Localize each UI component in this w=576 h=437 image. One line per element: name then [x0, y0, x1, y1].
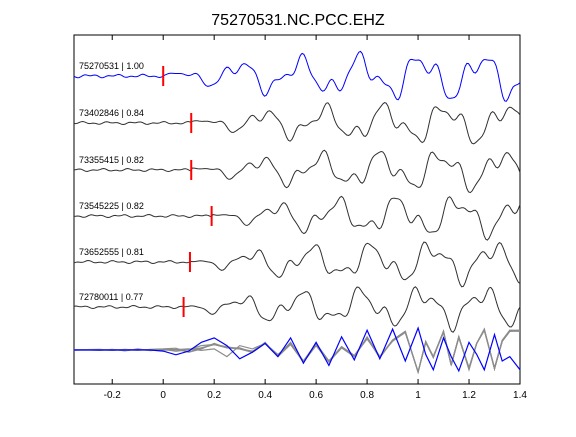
- trace-line: [73, 149, 521, 194]
- trace-label: 73402846 | 0.84: [79, 108, 144, 118]
- x-tick-label: -0.2: [104, 390, 122, 401]
- x-tick-label: 0.6: [309, 390, 323, 401]
- x-tick-label: 0.2: [207, 390, 221, 401]
- trace-line: [73, 286, 521, 333]
- x-tick-label: 0: [160, 390, 166, 401]
- trace-label: 72780011 | 0.77: [79, 292, 143, 302]
- x-tick-label: 0.8: [360, 390, 374, 401]
- x-tick-label: 0.4: [258, 390, 272, 401]
- axes-frame: [73, 34, 521, 385]
- trace-line: [73, 102, 521, 145]
- x-tick-label: 1.2: [462, 390, 476, 401]
- trace-line: [73, 195, 521, 241]
- trace-label: 73545225 | 0.82: [79, 201, 144, 211]
- aligned-reference-trace: [74, 326, 521, 373]
- trace-label: 75270531 | 1.00: [79, 61, 144, 71]
- x-tick-label: 1.4: [513, 390, 527, 401]
- trace-label: 73652555 | 0.81: [79, 247, 144, 257]
- trace-label: 73355415 | 0.82: [79, 155, 144, 165]
- x-tick-label: 1: [415, 390, 421, 401]
- trace-line: [73, 241, 521, 288]
- plot-area: -0.2 0 0.2 0.4 0.6 0.8 1 1.2 1.4 75270531 | 1.00 7…: [73, 34, 527, 401]
- reference-trace: [73, 50, 521, 102]
- chart-title: 75270531.NC.PCC.EHZ: [211, 12, 385, 29]
